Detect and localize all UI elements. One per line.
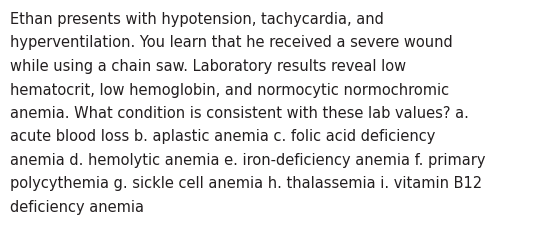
Text: polycythemia g. sickle cell anemia h. thalassemia i. vitamin B12: polycythemia g. sickle cell anemia h. th… bbox=[10, 176, 482, 191]
Text: hematocrit, low hemoglobin, and normocytic normochromic: hematocrit, low hemoglobin, and normocyt… bbox=[10, 82, 449, 97]
Text: acute blood loss b. aplastic anemia c. folic acid deficiency: acute blood loss b. aplastic anemia c. f… bbox=[10, 129, 435, 144]
Text: Ethan presents with hypotension, tachycardia, and: Ethan presents with hypotension, tachyca… bbox=[10, 12, 384, 27]
Text: deficiency anemia: deficiency anemia bbox=[10, 199, 144, 214]
Text: anemia d. hemolytic anemia e. iron-deficiency anemia f. primary: anemia d. hemolytic anemia e. iron-defic… bbox=[10, 152, 485, 167]
Text: hyperventilation. You learn that he received a severe wound: hyperventilation. You learn that he rece… bbox=[10, 35, 453, 50]
Text: while using a chain saw. Laboratory results reveal low: while using a chain saw. Laboratory resu… bbox=[10, 59, 406, 74]
Text: anemia. What condition is consistent with these lab values? a.: anemia. What condition is consistent wit… bbox=[10, 106, 469, 120]
